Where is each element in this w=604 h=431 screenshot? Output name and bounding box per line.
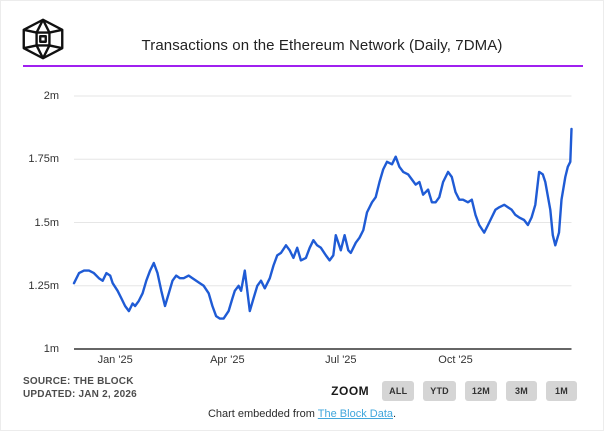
x-axis-tick-label: Oct '25	[438, 354, 473, 366]
embed-attribution: Chart embedded from The Block Data.	[1, 408, 603, 420]
zoom-button-all[interactable]: ALL	[382, 381, 415, 401]
embed-text: Chart embedded from	[207, 408, 318, 420]
transactions-line-series	[72, 127, 573, 320]
zoom-button-12m[interactable]: 12M	[464, 381, 497, 401]
y-axis-tick-label: 1.5m	[34, 216, 59, 229]
y-axis-tick-label: 1.25m	[28, 279, 59, 292]
zoom-button-3m[interactable]: 3M	[506, 381, 537, 401]
x-axis-tick-label: Jan '25	[97, 354, 133, 366]
embed-text-suffix: .	[393, 408, 397, 420]
page-title: Transactions on the Ethereum Network (Da…	[141, 37, 503, 54]
x-axis-tick-label: Apr '25	[210, 354, 245, 366]
the-block-logo	[21, 16, 65, 62]
x-axis-tick-label: Jul '25	[325, 354, 357, 366]
accent-divider	[23, 65, 583, 67]
zoom-buttons: ALL YTD 12M 3M 1M	[382, 381, 577, 401]
source-block: SOURCE: THE BLOCK UPDATED: JAN 2, 2026	[23, 375, 137, 401]
the-block-data-link[interactable]: The Block Data	[317, 408, 393, 420]
the-block-cube-icon	[22, 18, 64, 60]
zoom-button-ytd[interactable]: YTD	[423, 381, 456, 401]
zoom-controls-label: ZOOM	[331, 384, 370, 398]
y-axis-tick-label: 1.75m	[28, 153, 59, 166]
source-line: SOURCE: THE BLOCK	[23, 376, 134, 387]
zoom-button-1m[interactable]: 1M	[546, 381, 577, 401]
y-axis-tick-label: 2m	[43, 90, 59, 102]
zoom-controls: ZOOM ALL YTD 12M 3M 1M	[331, 381, 577, 401]
y-axis-tick-label: 1m	[43, 343, 59, 355]
updated-line: UPDATED: JAN 2, 2026	[23, 389, 137, 400]
